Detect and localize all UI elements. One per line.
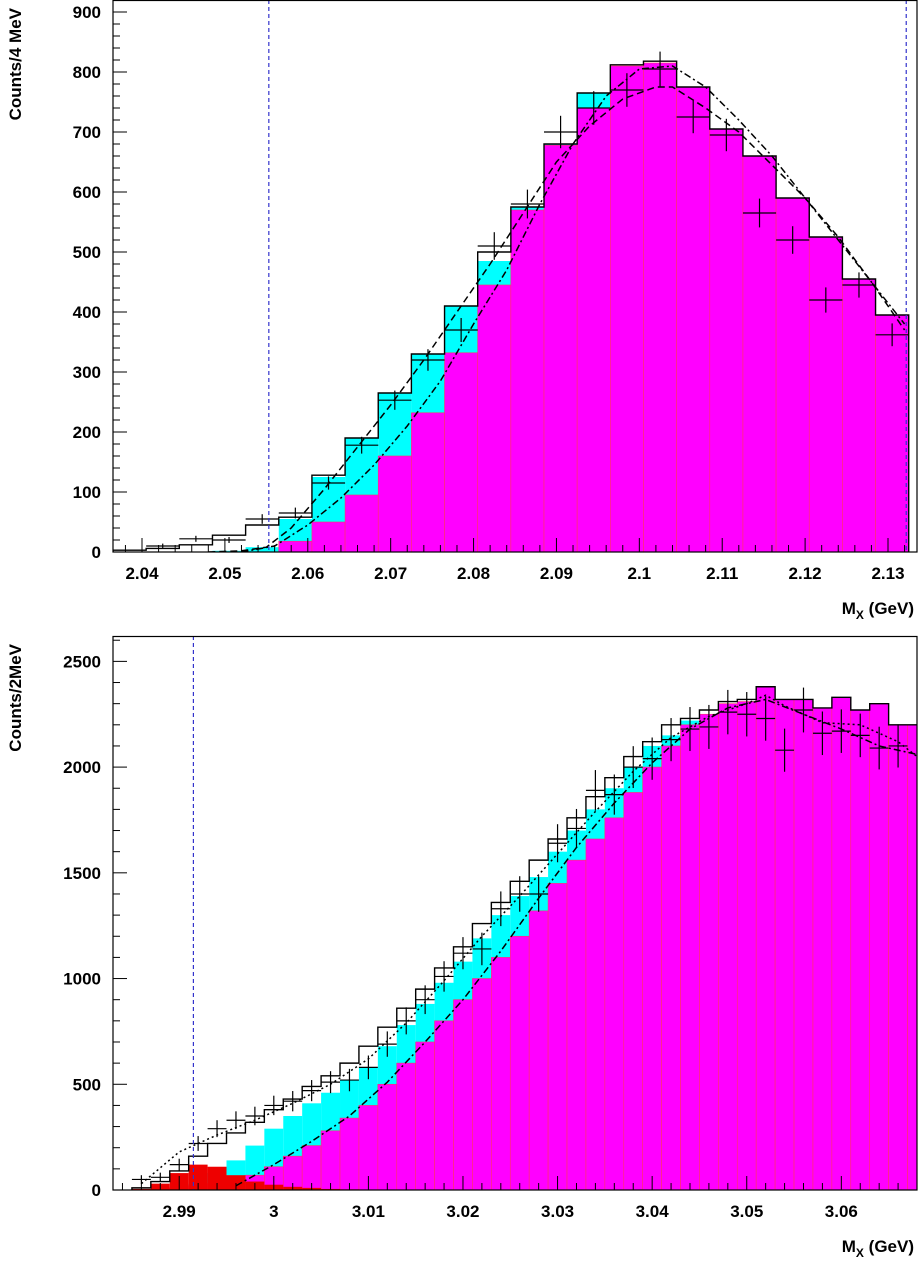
magenta-hist-bar-28 <box>661 745 681 1190</box>
plot-frame <box>112 635 918 1191</box>
magenta-hist-bar-33 <box>755 686 776 1190</box>
magenta-hist-bar-20 <box>775 197 810 552</box>
y-tick-label: 400 <box>73 303 101 322</box>
x-tick-label: 2.1 <box>628 564 652 583</box>
magenta-hist-bar-38 <box>850 709 871 1190</box>
magenta-hist-bar-18 <box>709 128 744 552</box>
x-tick-label: 3.05 <box>730 1202 763 1221</box>
x-axis-title: MX (GeV) <box>842 1237 914 1260</box>
fit-curve-dashdot <box>241 65 906 552</box>
plot-area <box>131 686 917 1190</box>
magenta-hist-bar-21 <box>808 236 843 552</box>
red-hist-bar-5 <box>226 1175 246 1190</box>
x-tick-label: 2.04 <box>125 564 159 583</box>
magenta-hist-bar-32 <box>736 701 757 1190</box>
y-tick-label: 200 <box>73 423 101 442</box>
x-tick-label: 3.03 <box>541 1202 574 1221</box>
x-tick-label: 2.05 <box>208 564 241 583</box>
magenta-hist-bar-15 <box>415 1041 435 1190</box>
y-tick-label: 0 <box>92 1181 101 1200</box>
x-tick-label: 2.13 <box>871 564 904 583</box>
magenta-hist-bar-13 <box>377 1083 398 1190</box>
magenta-hist-bar-31 <box>718 703 738 1190</box>
bottom-histogram-panel: 2.99 3 3.01 3.02 3.03 3.04 3.05 3.06 0 500 1000 150… <box>6 635 918 1260</box>
y-tick-label: 600 <box>73 183 101 202</box>
magenta-hist-bar-34 <box>774 699 795 1190</box>
magenta-hist-bar-39 <box>869 703 889 1190</box>
x-tick-label: 2.07 <box>374 564 407 583</box>
magenta-hist-bar-26 <box>623 792 643 1190</box>
y-tick-label: 2500 <box>63 652 101 671</box>
y-tick-label: 300 <box>73 363 101 382</box>
x-tick-label: 3.04 <box>636 1202 670 1221</box>
magenta-hist-bar-8 <box>377 455 412 552</box>
magenta-hist-bar-36 <box>812 707 833 1190</box>
magenta-hist-bar-22 <box>842 278 876 552</box>
y-tick-label: 1500 <box>63 864 101 883</box>
x-axis-title: MX (GeV) <box>842 599 914 622</box>
magenta-hist-bar-21 <box>528 910 549 1190</box>
x-tick-label: 2.12 <box>789 564 822 583</box>
x-tick-label: 2.08 <box>457 564 490 583</box>
magenta-hist-bar-16 <box>643 62 677 552</box>
magenta-hist-bar-17 <box>453 999 473 1190</box>
x-tick-label: 2.09 <box>540 564 573 583</box>
magenta-hist-bar-16 <box>434 1020 454 1190</box>
plot-area <box>113 51 910 552</box>
magenta-hist-bar-12 <box>510 209 545 552</box>
y-tick-label: 900 <box>73 3 101 22</box>
magenta-hist-bar-24 <box>585 838 606 1190</box>
magenta-hist-bar-10 <box>444 352 479 552</box>
x-tick-label: 3.02 <box>446 1202 479 1221</box>
magenta-hist-bar-27 <box>642 766 662 1190</box>
magenta-hist-bar-29 <box>680 724 700 1190</box>
y-tick-label: 2000 <box>63 758 101 777</box>
magenta-hist-bar-35 <box>793 699 814 1190</box>
x-tick-label: 3.01 <box>352 1202 385 1221</box>
magenta-hist-bar-11 <box>339 1117 360 1190</box>
red-hist-bar-4 <box>207 1166 227 1190</box>
magenta-hist-bar-9 <box>411 412 445 552</box>
magenta-hist-bar-22 <box>547 883 568 1190</box>
y-tick-label: 0 <box>92 543 101 562</box>
magenta-hist-bar-40 <box>888 724 908 1190</box>
y-tick-label: 700 <box>73 123 101 142</box>
x-tick-label: 3.06 <box>825 1202 858 1221</box>
fit-curve-dashed <box>208 86 906 552</box>
x-tick-label: 2.11 <box>706 564 738 583</box>
magenta-hist-bar-37 <box>831 697 852 1190</box>
magenta-hist-bar-23 <box>566 859 587 1190</box>
cyan-hist-bar-4 <box>245 547 279 552</box>
y-tick-label: 100 <box>73 483 101 502</box>
magenta-hist-bar-11 <box>477 284 512 552</box>
magenta-hist-bar-19 <box>491 957 511 1190</box>
magenta-hist-bar-25 <box>604 817 625 1190</box>
y-tick-label: 500 <box>73 243 101 262</box>
magenta-hist-bar-14 <box>396 1062 416 1190</box>
magenta-hist-bar-13 <box>543 144 578 552</box>
magenta-hist-bar-7 <box>344 494 379 552</box>
magenta-hist-bar-10 <box>320 1130 341 1190</box>
magenta-hist-bar-17 <box>676 86 711 552</box>
magenta-hist-bar-41 <box>907 724 917 1190</box>
y-tick-label: 800 <box>73 63 101 82</box>
magenta-hist-bar-18 <box>472 978 492 1190</box>
x-tick-label: 2.06 <box>291 564 324 583</box>
magenta-hist-bar-6 <box>311 521 346 552</box>
y-tick-label: 1000 <box>63 970 101 989</box>
magenta-hist-bar-23 <box>875 314 910 552</box>
total-step-histogram <box>113 60 910 552</box>
magenta-hist-bar-20 <box>509 935 530 1190</box>
y-axis-title: Counts/4 MeV <box>6 7 25 120</box>
magenta-hist-bar-14 <box>576 107 611 552</box>
x-tick-label: 2.99 <box>163 1202 196 1221</box>
x-tick-label: 3 <box>269 1202 278 1221</box>
magenta-hist-bar-15 <box>610 65 644 552</box>
y-axis-title: Counts/2MeV <box>6 643 25 751</box>
magenta-hist-bar-5 <box>278 540 313 552</box>
y-tick-label: 500 <box>73 1075 101 1094</box>
top-histogram-panel: 2.04 2.05 2.06 2.07 2.08 2.09 2.1 2.11 2.12 2.13 0… <box>6 0 918 622</box>
magenta-hist-bar-30 <box>699 713 719 1190</box>
